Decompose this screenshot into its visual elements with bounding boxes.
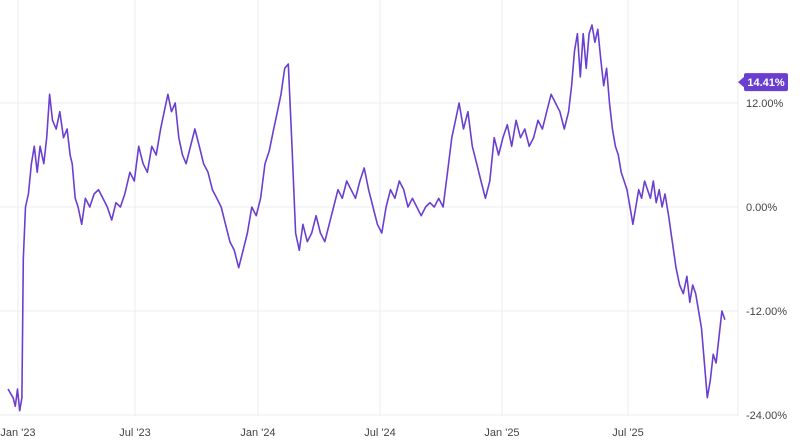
grid-layer bbox=[0, 0, 739, 416]
y-axis-ticks: 12.00% 0.00% -12.00% -24.00% bbox=[746, 98, 787, 422]
x-tick-label: Jul '25 bbox=[612, 427, 643, 439]
y-tick-label: 0.00% bbox=[746, 202, 777, 214]
series-layer bbox=[7, 24, 726, 412]
series-line bbox=[7, 24, 726, 412]
badge-arrow bbox=[738, 76, 745, 89]
x-tick-label: Jul '23 bbox=[119, 427, 150, 439]
badge-background bbox=[744, 73, 788, 92]
x-tick-label: Jan '23 bbox=[0, 427, 35, 439]
last-value-badge: 14.41% bbox=[738, 73, 788, 92]
y-tick-label: 12.00% bbox=[746, 98, 784, 110]
x-tick-label: Jan '25 bbox=[484, 427, 519, 439]
x-tick-label: Jul '24 bbox=[364, 427, 395, 439]
x-tick-label: Jan '24 bbox=[240, 427, 275, 439]
y-tick-label: -24.00% bbox=[746, 410, 787, 422]
last-value-label: 14.41% bbox=[747, 77, 785, 89]
y-tick-label: -12.00% bbox=[746, 306, 787, 318]
x-axis-ticks: Jan '23 Jul '23 Jan '24 Jul '24 Jan '25 Jul '… bbox=[0, 427, 643, 439]
